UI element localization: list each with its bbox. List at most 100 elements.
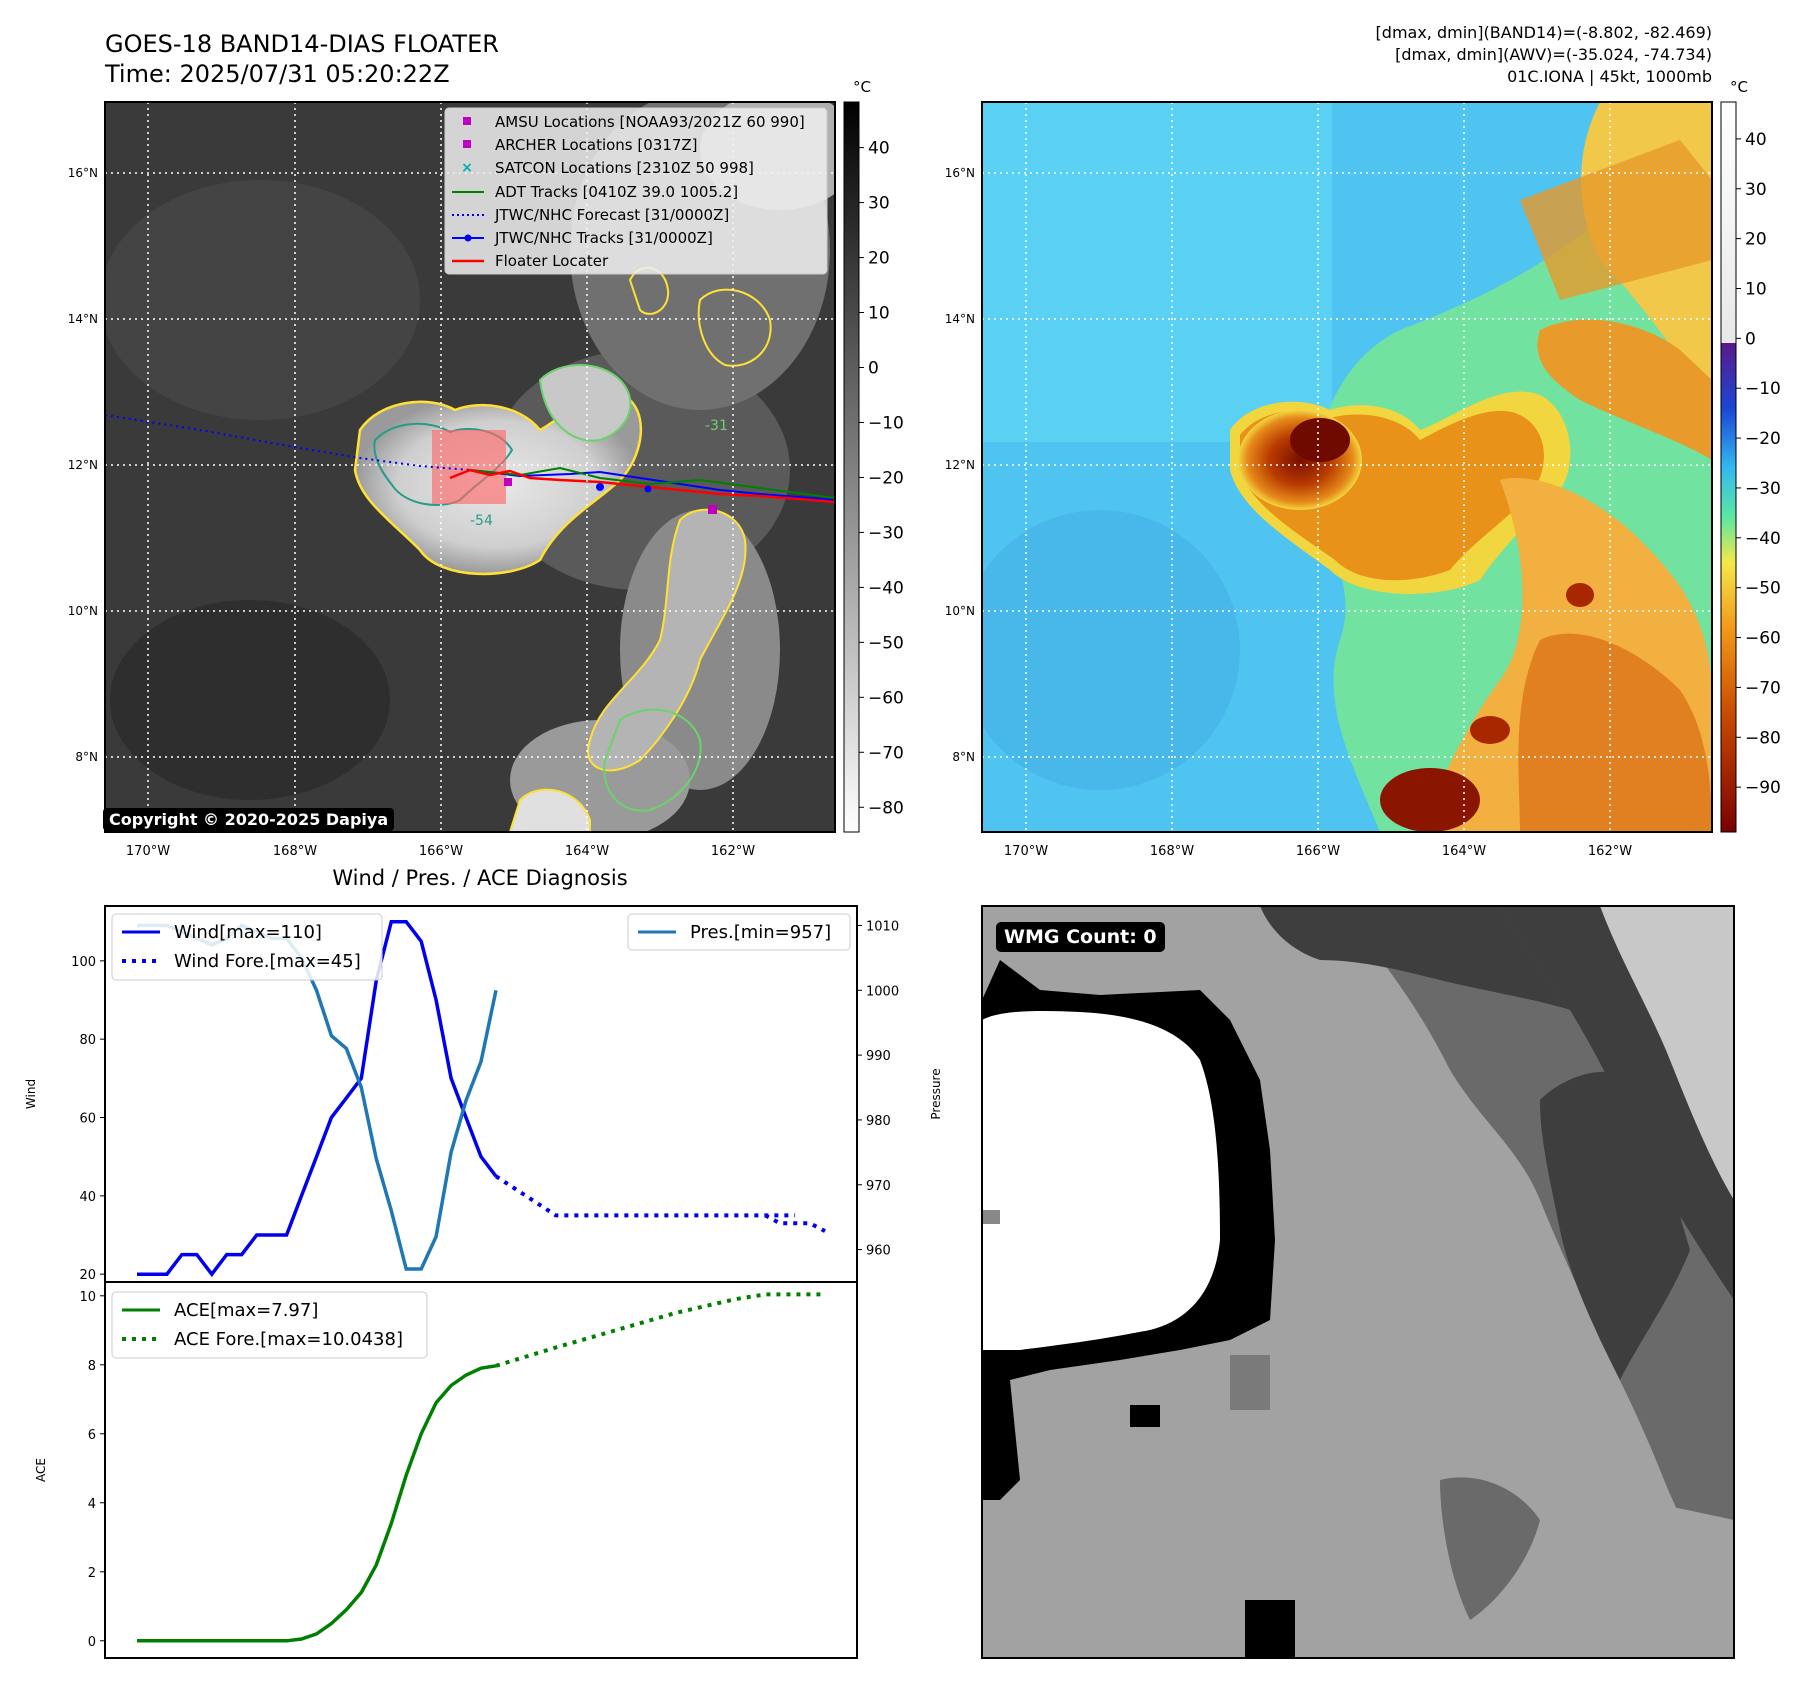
legend-jtwc-track: JTWC/NHC Tracks [31/0000Z] [494,229,713,247]
amsu-legend-swatch [463,117,471,125]
wind-axis-label: Wind [24,1079,38,1109]
dmax-band14: [dmax, dmin](BAND14)=(-8.802, -82.469) [1376,23,1712,42]
storm-info: 01C.IONA | 45kt, 1000mb [1507,67,1712,86]
colorbar-tick-label: −50 [868,633,904,653]
map1-lon-tick: 170°W [126,844,170,859]
map2-lat-tick: 14°N [945,312,975,326]
ir-map-frame [104,101,836,833]
map1-lat-tick: 16°N [68,166,98,180]
contour-label-54: -54 [470,513,493,529]
colorbar-tick-label: −20 [868,468,904,488]
colorbar1-unit: °C [853,78,871,96]
y-tick-label: 8 [88,1359,96,1374]
pressure-axis-label: Pressure [929,1068,943,1119]
y-tick-label: 10 [79,1290,96,1305]
map2-lon-tick: 168°W [1150,844,1194,859]
gray-colorbar-ticks: 40 30 20 10 0 −10 −20 −30 −40 −50 −60 −70 −80 [859,139,904,818]
map-axis-labels: 170°W 168°W 166°W 164°W 162°W 16°N 14°N … [68,166,1632,859]
map2-lat-tick: 10°N [945,604,975,618]
colorbar-tick-label: −30 [1745,479,1781,499]
colorbar-tick-label: −70 [868,743,904,763]
colorbar-tick-label: −60 [1745,629,1781,649]
colorbar-tick-label: −40 [1745,529,1781,549]
colorbar-tick-label: −90 [1745,778,1781,798]
map2-lat-tick: 16°N [945,166,975,180]
colorbar-tick-label: −80 [1745,728,1781,748]
colorbar-tick-label: −60 [868,688,904,708]
map2-lon-tick: 170°W [1004,844,1048,859]
y-tick-label: 60 [79,1112,96,1127]
map1-lon-tick: 166°W [419,844,463,859]
legend-amsu: AMSU Locations [NOAA93/2021Z 60 990] [495,113,805,131]
colorbar-tick-label: −20 [1745,429,1781,449]
y-right-tick-label: 990 [866,1049,891,1064]
series-line-wind-fore-max-45-tail [764,1213,826,1233]
y-tick-label: 4 [88,1497,96,1512]
contour-label-31: -31 [705,418,728,434]
floater-locater-track [449,468,835,504]
colorbar-tick-label: 40 [868,139,890,159]
legend-satcon: SATCON Locations [2310Z 50 998] [495,159,754,177]
map1-lat-tick: 14°N [68,312,98,326]
map2-lon-tick: 162°W [1588,844,1632,859]
map1-lon-tick: 168°W [273,844,317,859]
map1-lon-tick: 164°W [565,844,609,859]
legend-archer: ARCHER Locations [0317Z] [495,136,698,154]
ace-legend: ACE[max=7.97] ACE Fore.[max=10.0438] [111,1291,428,1359]
colorbar2-unit: °C [1730,78,1748,96]
amsu-location-marker [708,505,717,514]
legend-pres: Pres.[min=957] [690,922,831,943]
colorbar-tick-label: −50 [1745,579,1781,599]
y-tick-label: 2 [88,1566,96,1581]
color-map-panel [982,102,1712,832]
wmg-panel [982,906,1734,1658]
diagnosis-title: Wind / Pres. / ACE Diagnosis [332,866,627,890]
y-right-tick-label: 960 [866,1244,891,1259]
ace-axis-label: ACE [34,1458,48,1482]
jtwc-forecast-track [105,414,471,471]
archer-location-marker [504,478,512,486]
y-tick-label: 20 [79,1268,96,1283]
dmax-awv: [dmax, dmin](AWV)=(-35.024, -74.734) [1395,45,1712,64]
color-map-frame [981,101,1713,833]
map2-lon-tick: 164°W [1442,844,1486,859]
copyright-badge: Copyright © 2020-2025 Dapiya [103,808,395,831]
y-tick-label: 100 [71,955,96,970]
colorbar-tick-label: 10 [1745,279,1767,299]
wmg-frame [981,905,1735,1659]
y-tick-label: 40 [79,1190,96,1205]
figure-time: Time: 2025/07/31 05:20:22Z [104,60,450,88]
series-line-ace-fore-max-10-0438 [495,1292,825,1368]
colorbar-tick-label: 40 [1745,130,1767,150]
jtwc-track [469,469,835,501]
map-legend: AMSU Locations [NOAA93/2021Z 60 990] ARC… [444,107,828,275]
y-right-tick-label: 970 [866,1179,891,1194]
wmg-count-badge: WMG Count: 0 [996,922,1165,952]
gray-colorbar: °C [843,78,871,833]
map1-lat-tick: 10°N [68,604,98,618]
colorbar-tick-label: 20 [868,249,890,269]
colorbar-tick-label: 0 [868,359,879,379]
colorbar-tick-label: 30 [1745,180,1767,200]
y-tick-label: 6 [88,1428,96,1443]
y-right-tick-label: 980 [866,1114,891,1129]
colorbar-tick-label: −80 [868,798,904,818]
map2-lat-tick: 8°N [952,750,975,764]
legend-jtwc-forecast: JTWC/NHC Forecast [31/0000Z] [494,206,729,224]
satcon-legend-x-icon: × [461,160,473,176]
legend-adt: ADT Tracks [0410Z 39.0 1005.2] [495,183,738,201]
map2-lon-tick: 166°W [1296,844,1340,859]
y-right-tick-label: 1010 [866,919,899,934]
legend-floater: Floater Locater [495,252,609,270]
legend-ace-fore: ACE Fore.[max=10.0438] [174,1329,403,1350]
y-tick-label: 80 [79,1033,96,1048]
colorbar-tick-label: −10 [868,413,904,433]
ace-plot: 0 2 4 6 8 10 [79,1290,825,1650]
map1-lat-tick: 12°N [68,458,98,472]
series-line-ace-max-7-97 [137,1364,497,1643]
legend-wind: Wind[max=110] [174,922,322,943]
colorbar-tick-label: −40 [868,578,904,598]
colorbar-tick-label: −70 [1745,678,1781,698]
colorbar-tick-label: 0 [1745,329,1756,349]
